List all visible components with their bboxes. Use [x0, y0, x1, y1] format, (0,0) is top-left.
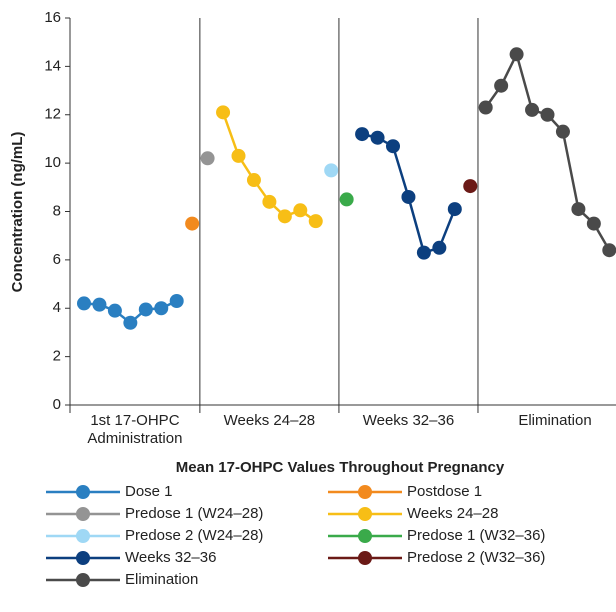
legend-marker: [358, 551, 372, 565]
section-label: Administration: [87, 430, 182, 447]
data-point: [339, 192, 354, 207]
data-point: [478, 100, 493, 115]
data-point: [370, 130, 385, 145]
y-tick-label: 0: [53, 396, 61, 413]
data-point: [401, 189, 416, 204]
data-point: [123, 315, 138, 330]
y-tick-label: 12: [44, 106, 61, 123]
legend-marker: [358, 529, 372, 543]
data-point: [324, 163, 339, 178]
y-axis-title: Concentration (ng/mL): [9, 132, 26, 293]
data-point: [586, 216, 601, 231]
y-tick-label: 10: [44, 154, 61, 171]
data-point: [432, 240, 447, 255]
data-point: [386, 139, 400, 154]
section-label: 1st 17-OHPC: [90, 412, 179, 429]
data-point: [138, 302, 153, 317]
data-point: [509, 47, 524, 62]
y-tick-label: 8: [53, 202, 61, 219]
section-label: Weeks 24–28: [224, 412, 315, 429]
data-point: [200, 151, 215, 166]
data-point: [555, 124, 570, 139]
y-tick-label: 6: [53, 251, 61, 268]
legend-marker: [76, 485, 90, 499]
data-point: [216, 105, 231, 120]
data-point: [602, 243, 616, 258]
y-tick-label: 4: [53, 299, 61, 316]
legend-label: Predose 1 (W24–28): [125, 505, 263, 522]
legend-label: Elimination: [125, 571, 198, 588]
legend-label: Weeks 32–36: [125, 549, 216, 566]
data-point: [525, 102, 540, 117]
data-point: [185, 216, 200, 231]
legend-marker: [76, 573, 90, 587]
data-point: [463, 179, 478, 194]
data-point: [246, 173, 261, 188]
legend-label: Postdose 1: [407, 483, 482, 500]
data-point: [231, 148, 246, 163]
data-point: [77, 296, 91, 311]
data-point: [308, 214, 323, 229]
legend-marker: [76, 529, 90, 543]
legend-marker: [76, 551, 90, 565]
data-point: [107, 303, 122, 318]
section-label: Elimination: [518, 412, 591, 429]
y-tick-label: 16: [44, 9, 61, 26]
data-point: [494, 78, 509, 93]
data-point: [92, 297, 107, 312]
legend-label: Predose 2 (W32–36): [407, 549, 545, 566]
section-label: Weeks 32–36: [363, 412, 454, 429]
legend-marker: [358, 485, 372, 499]
x-axis-title: Mean 17-OHPC Values Throughout Pregnancy: [176, 459, 505, 476]
legend-label: Predose 1 (W32–36): [407, 527, 545, 544]
data-point: [262, 194, 277, 209]
data-point: [293, 203, 308, 218]
legend-label: Weeks 24–28: [407, 505, 498, 522]
data-point: [277, 209, 292, 224]
data-point: [416, 245, 431, 260]
legend-label: Dose 1: [125, 483, 173, 500]
data-point: [540, 107, 555, 122]
legend-marker: [76, 507, 90, 521]
data-point: [154, 301, 169, 316]
data-point: [447, 202, 462, 217]
data-point: [355, 127, 370, 142]
data-point: [571, 202, 586, 217]
legend-marker: [358, 507, 372, 521]
y-tick-label: 14: [44, 57, 61, 74]
y-tick-label: 2: [53, 348, 61, 365]
data-point: [169, 293, 184, 308]
legend-label: Predose 2 (W24–28): [125, 527, 263, 544]
